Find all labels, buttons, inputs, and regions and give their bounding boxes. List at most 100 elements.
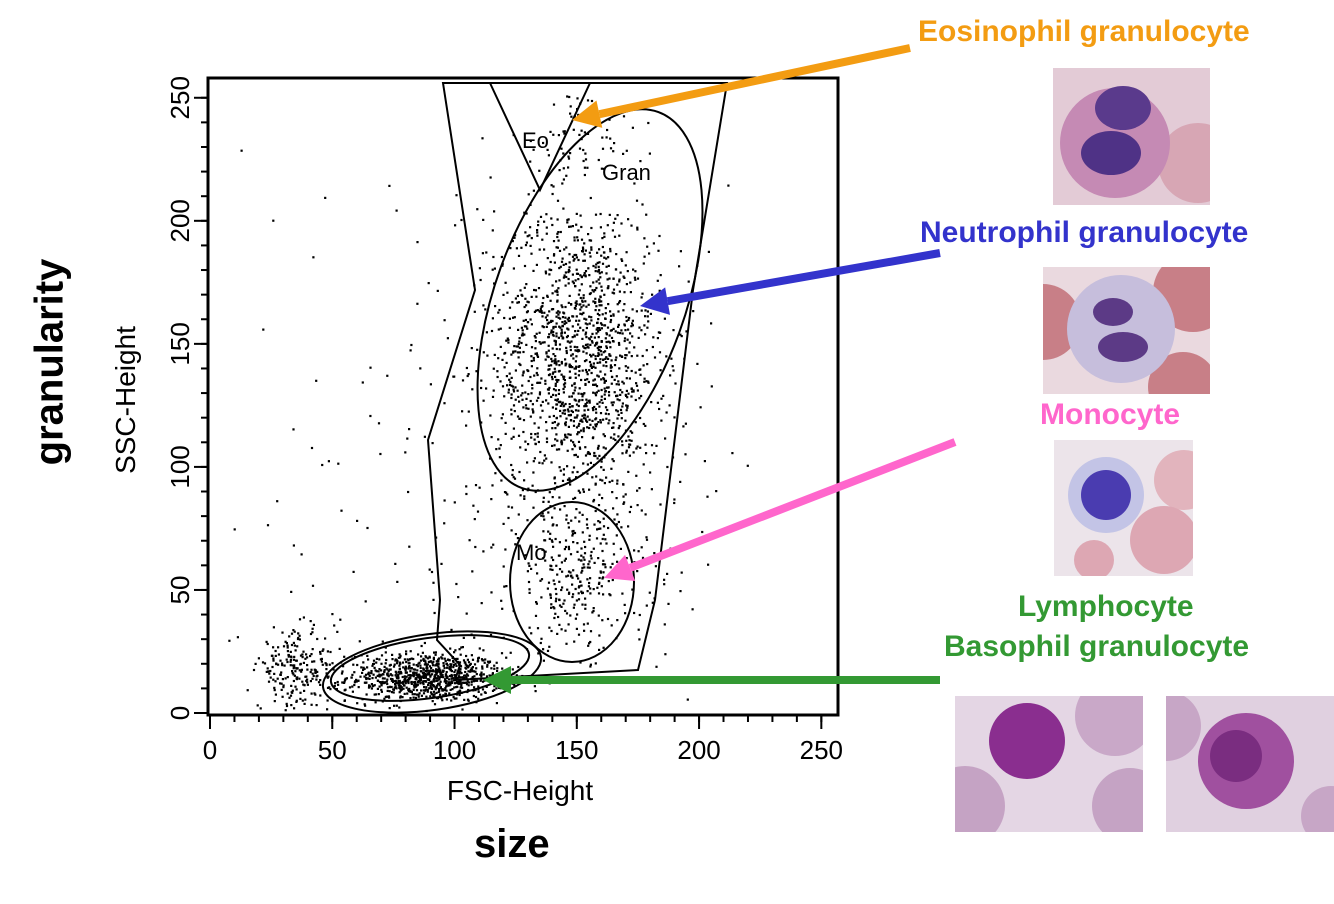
data-point (564, 402, 567, 406)
data-point (592, 498, 596, 502)
data-point (422, 680, 425, 683)
data-point (567, 218, 570, 221)
data-point (435, 668, 438, 671)
data-point (285, 704, 289, 708)
data-point (583, 552, 587, 555)
data-point (552, 606, 555, 609)
data-point (557, 401, 560, 404)
data-point (484, 308, 487, 311)
data-point (557, 389, 561, 392)
data-point (645, 604, 648, 607)
data-point (597, 158, 600, 162)
data-point (475, 667, 478, 670)
data-point (428, 687, 431, 690)
data-point (508, 326, 511, 329)
data-point (656, 337, 659, 340)
data-point (593, 454, 596, 457)
data-point (599, 542, 602, 545)
data-point (406, 437, 409, 440)
data-point (562, 377, 565, 380)
data-point (605, 476, 608, 479)
data-point (517, 301, 520, 304)
data-point (421, 651, 424, 654)
data-point (471, 388, 474, 391)
data-point (453, 674, 456, 677)
data-point (505, 656, 508, 659)
data-point (446, 337, 449, 340)
data-point (511, 385, 515, 388)
data-point (528, 234, 531, 237)
data-point (415, 693, 419, 696)
data-point (581, 395, 584, 398)
data-point (611, 291, 614, 294)
data-point (573, 253, 576, 257)
data-point (641, 354, 644, 358)
data-point (630, 387, 633, 390)
data-point (569, 112, 572, 115)
data-point (378, 668, 381, 671)
data-point (617, 383, 620, 386)
data-point (430, 683, 433, 686)
data-point (528, 588, 531, 591)
data-point (545, 325, 548, 328)
data-point (351, 690, 354, 693)
data-point (289, 650, 292, 653)
data-point (513, 345, 516, 348)
data-point (587, 451, 590, 454)
data-point (561, 336, 564, 339)
data-point (559, 317, 562, 320)
data-point (659, 274, 662, 277)
data-point (493, 685, 496, 688)
data-point (510, 393, 513, 396)
data-point (507, 516, 510, 520)
data-point (430, 667, 433, 670)
data-point (622, 483, 625, 486)
data-point (618, 399, 621, 402)
y-tick-label: 100 (165, 445, 195, 488)
data-point (624, 612, 627, 615)
data-point (580, 590, 583, 593)
data-point (301, 680, 304, 683)
data-point (587, 267, 590, 270)
data-point (578, 511, 581, 514)
data-point (459, 686, 462, 689)
data-point (429, 669, 432, 672)
data-point (423, 435, 426, 438)
data-point (385, 658, 388, 662)
data-point (631, 431, 634, 434)
data-point (552, 103, 556, 106)
label-monocyte: Monocyte (1040, 398, 1181, 431)
data-point (553, 421, 556, 424)
data-point (644, 443, 647, 446)
data-point (651, 601, 654, 604)
data-point (429, 691, 433, 694)
data-point (610, 329, 613, 332)
data-point (597, 375, 600, 378)
data-point (625, 251, 628, 254)
data-point (667, 602, 670, 605)
data-point (619, 332, 622, 335)
data-point (455, 664, 458, 667)
data-point (395, 681, 398, 684)
data-point (578, 387, 581, 390)
data-point (377, 422, 381, 425)
data-point (463, 698, 466, 701)
data-point (312, 623, 315, 626)
data-point (580, 559, 583, 562)
data-point (607, 303, 610, 306)
data-point (591, 341, 594, 344)
data-point (583, 346, 586, 349)
data-point (601, 497, 604, 500)
data-point (588, 452, 591, 456)
data-point (442, 664, 445, 667)
data-point (502, 293, 505, 296)
data-point (597, 527, 600, 530)
data-point (490, 667, 493, 670)
data-point (561, 257, 564, 260)
data-point (343, 679, 346, 682)
data-point (622, 309, 625, 312)
data-point (612, 313, 615, 316)
data-point (233, 528, 236, 531)
data-point (450, 677, 453, 680)
data-point (609, 314, 613, 317)
